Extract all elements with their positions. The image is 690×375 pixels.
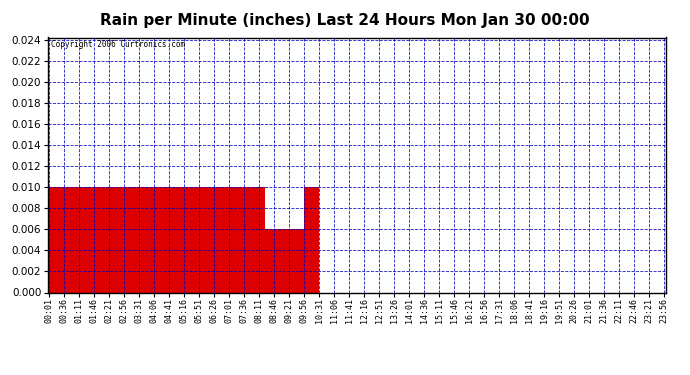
Text: Copyright 2006 Curtronics.com: Copyright 2006 Curtronics.com — [51, 40, 186, 49]
Text: Rain per Minute (inches) Last 24 Hours Mon Jan 30 00:00: Rain per Minute (inches) Last 24 Hours M… — [100, 13, 590, 28]
